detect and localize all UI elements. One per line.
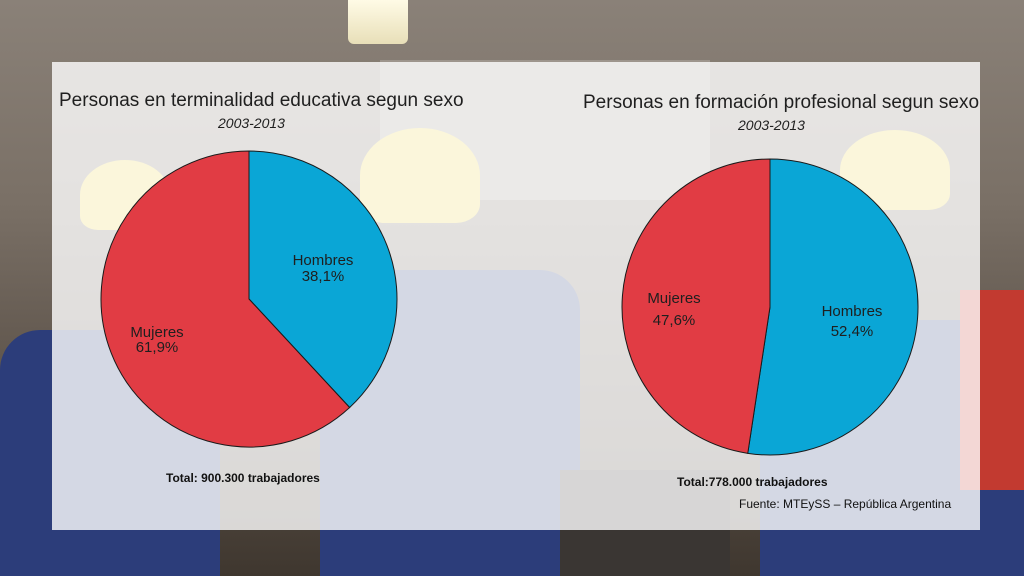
source-note: Fuente: MTEySS – República Argentina (739, 497, 952, 511)
slice-label-mujeres: Mujeres (130, 324, 183, 341)
pie-slice-mujeres (100, 150, 351, 448)
slice-label-hombres: Hombres (293, 252, 354, 269)
slice-value-mujeres: 47,6% (653, 312, 696, 329)
pie-slice-hombres (248, 150, 398, 409)
chart2-title: Personas en formación profesional segun … (583, 92, 980, 113)
slice-value-mujeres: 61,9% (136, 339, 179, 356)
slice-label-hombres: Hombres (822, 303, 883, 320)
chart1-total: Total: 900.300 trabajadores (166, 471, 320, 485)
ceiling-lamp (348, 0, 408, 44)
chart2-subtitle: 2003-2013 (738, 117, 805, 133)
chart1-subtitle: 2003-2013 (218, 115, 285, 131)
slice-value-hombres: 38,1% (302, 268, 345, 285)
slice-value-hombres: 52,4% (831, 323, 874, 340)
pie-slice-mujeres (621, 158, 771, 454)
slice-label-mujeres: Mujeres (647, 290, 700, 307)
pie-slice-hombres (747, 158, 919, 456)
chart1-title: Personas en terminalidad educativa segun… (59, 90, 464, 111)
chart2-pie: Hombres 52,4% Mujeres 47,6% (621, 158, 919, 456)
chart2-total: Total:778.000 trabajadores (677, 475, 828, 489)
chart-panel: Personas en terminalidad educativa segun… (52, 62, 980, 530)
